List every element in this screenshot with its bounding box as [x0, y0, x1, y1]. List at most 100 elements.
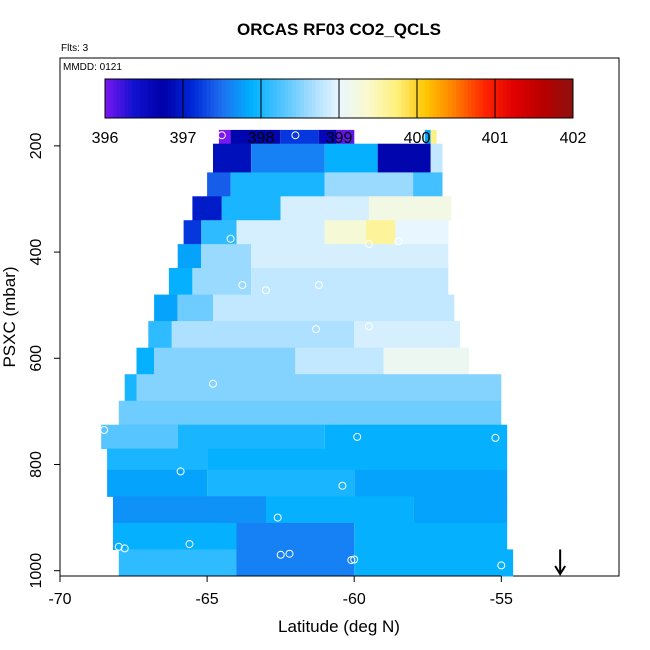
colorbar-swatch [163, 79, 168, 118]
colorbar-swatch [479, 79, 484, 118]
sample-point [120, 544, 129, 553]
sample-points-layer [100, 131, 506, 570]
colorbar-swatch [518, 79, 523, 118]
colorbar-swatch [257, 79, 262, 118]
heatmap-cell [251, 268, 449, 296]
heatmap-cell [201, 244, 252, 269]
heatmap-cell [118, 549, 237, 577]
colorbar-swatch [405, 79, 410, 118]
heatmap-cell [201, 220, 237, 245]
colorbar-swatch [284, 79, 289, 118]
heatmap-cell [424, 129, 431, 145]
colorbar-swatch [319, 79, 324, 118]
colorbar-swatch [241, 79, 246, 118]
colorbar-swatch [432, 79, 437, 118]
heatmap-cell [183, 220, 202, 245]
sample-point [350, 555, 359, 564]
colorbar-swatch [140, 79, 145, 118]
colorbar-swatch [253, 79, 258, 118]
colorbar-swatch [483, 79, 488, 118]
colorbar-swatch [378, 79, 383, 118]
colorbar-swatch [467, 79, 472, 118]
sample-point [226, 234, 235, 243]
colorbar-swatch [346, 79, 352, 118]
heatmap-cell [354, 549, 514, 577]
colorbar-swatch [526, 79, 531, 118]
colorbar-swatch [420, 79, 426, 118]
heatmap-cell [136, 347, 155, 375]
sample-point [497, 561, 506, 570]
arrow-head [554, 565, 567, 576]
colorbar-swatch [331, 79, 336, 118]
colorbar-swatch [206, 79, 211, 118]
colorbar-swatch [198, 79, 203, 118]
sample-point [238, 281, 247, 289]
heatmap-cell [148, 321, 172, 349]
y-tick-label: 600 [28, 345, 45, 372]
colorbar-swatch [225, 79, 231, 118]
x-axis: -70 -65 -60 -55 [48, 575, 513, 608]
colorbar-swatch [428, 79, 433, 118]
colorbar-swatch [502, 79, 508, 118]
sample-point [450, 241, 459, 250]
colorbar-swatch [389, 79, 394, 118]
heatmap-cell [413, 496, 508, 524]
heatmap-cell [213, 294, 455, 322]
colorbar-swatch [413, 79, 418, 118]
colorbar-swatch [218, 79, 223, 118]
colorbar-swatch [444, 79, 449, 118]
colorbar-swatch [401, 79, 406, 118]
sample-point [347, 556, 356, 565]
colorbar-swatch [335, 79, 340, 118]
heatmap-cell [113, 496, 266, 524]
colorbar-swatch [132, 79, 137, 118]
colorbar-swatch [210, 79, 215, 118]
heatmap-cell [101, 424, 178, 450]
heatmap-cell [124, 374, 137, 402]
heatmap-cell [154, 347, 296, 375]
colorbar-swatch [171, 79, 176, 118]
heatmap-cell [236, 220, 325, 245]
colorbar-swatch [534, 79, 539, 118]
colorbar-swatch [342, 79, 348, 118]
colorbar: 396 397 398 399 400 401 402 [92, 78, 587, 147]
heatmap-cell [336, 129, 355, 145]
y-tick-label: 1000 [28, 553, 45, 589]
colorbar-swatch [116, 79, 121, 118]
heatmap-cell [430, 129, 437, 145]
colorbar-tick-label: 402 [560, 130, 587, 147]
heatmap-cell [265, 496, 413, 524]
colorbar-tick-label: 397 [170, 130, 197, 147]
flights-note: Flts: 3 [61, 43, 89, 54]
heatmap-cell [207, 469, 355, 497]
y-tick-label: 800 [28, 451, 45, 478]
heatmap-cell [177, 244, 202, 269]
heatmap-cell [213, 143, 252, 173]
colorbar-swatch [452, 79, 457, 118]
heatmap-cell [324, 220, 366, 245]
x-tick-label: -55 [490, 591, 513, 608]
sample-point [291, 131, 300, 140]
arrow-layer [554, 549, 567, 576]
colorbar-swatch [136, 79, 141, 118]
heatmap-cell [154, 294, 178, 322]
colorbar-swatch [315, 79, 320, 118]
heatmap-cell [280, 196, 369, 221]
colorbar-swatch [541, 79, 547, 118]
heatmap-cell [324, 143, 378, 173]
colorbar-swatch [522, 79, 527, 118]
heatmap-layer [101, 129, 514, 577]
sample-point [176, 467, 185, 476]
sample-point [353, 432, 362, 441]
colorbar-tick-label: 401 [482, 130, 509, 147]
colorbar-swatch [280, 79, 285, 118]
colorbar-swatch [491, 79, 496, 118]
heatmap-cell [107, 469, 208, 497]
heatmap-cell [192, 196, 222, 221]
colorbar-swatch [424, 79, 430, 118]
colorbar-swatch [183, 79, 188, 118]
colorbar-swatch [303, 79, 309, 118]
colorbar-swatch [175, 79, 180, 118]
sample-point [462, 325, 470, 334]
